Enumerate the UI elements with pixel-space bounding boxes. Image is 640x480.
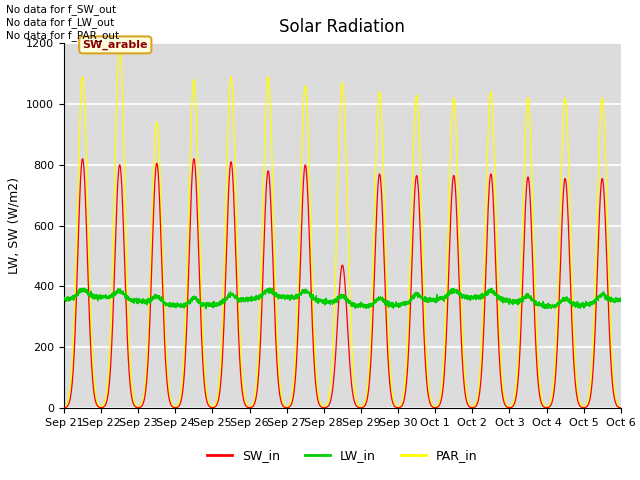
Y-axis label: LW, SW (W/m2): LW, SW (W/m2) bbox=[8, 177, 20, 274]
Legend: SW_in, LW_in, PAR_in: SW_in, LW_in, PAR_in bbox=[202, 444, 483, 468]
Title: Solar Radiation: Solar Radiation bbox=[280, 18, 405, 36]
Text: No data for f_LW_out: No data for f_LW_out bbox=[6, 17, 115, 28]
Text: SW_arable: SW_arable bbox=[83, 40, 148, 50]
Text: No data for f_SW_out: No data for f_SW_out bbox=[6, 4, 116, 15]
Text: No data for f_PAR_out: No data for f_PAR_out bbox=[6, 30, 120, 41]
